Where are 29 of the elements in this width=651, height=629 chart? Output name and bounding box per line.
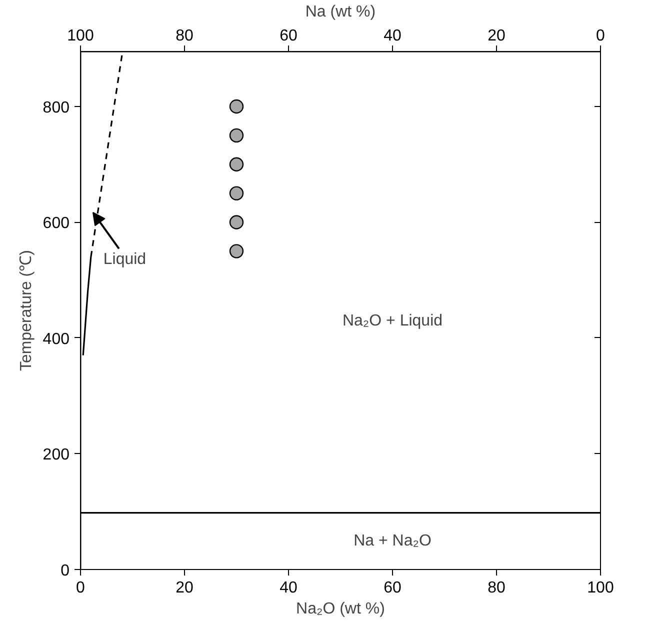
x2-tick-label: 40 bbox=[384, 28, 402, 44]
x-tick-label: 40 bbox=[280, 580, 298, 596]
y-tick-label: 0 bbox=[60, 562, 70, 580]
y-tick-label: 800 bbox=[42, 99, 70, 116]
annotation: Liquid bbox=[103, 251, 146, 268]
y-tick-label: 600 bbox=[42, 215, 70, 232]
y-tick-label: 400 bbox=[42, 330, 70, 348]
annotation: Na₂O + Liquid bbox=[342, 312, 443, 330]
point bbox=[229, 157, 244, 172]
point bbox=[229, 99, 244, 114]
point bbox=[229, 215, 244, 230]
x-tick-label: 20 bbox=[176, 580, 194, 596]
x-tick-label: 0 bbox=[76, 580, 86, 596]
x2-axis-title: Na (wt %) bbox=[305, 4, 376, 20]
y-tick-label: 200 bbox=[42, 446, 70, 464]
x2-tick-label: 0 bbox=[596, 28, 606, 44]
x-axis-title: Na₂O (wt %) bbox=[296, 600, 385, 618]
x-tick-label: 100 bbox=[587, 580, 614, 596]
x2-tick-label: 100 bbox=[67, 28, 94, 44]
annotation: Na + Na₂O bbox=[354, 532, 432, 550]
point bbox=[229, 244, 244, 258]
y-axis-title: Temperature (℃) bbox=[18, 250, 35, 371]
x2-tick-label: 60 bbox=[280, 28, 298, 44]
x-tick-label: 80 bbox=[488, 580, 506, 596]
point bbox=[229, 186, 244, 200]
x2-tick-label: 80 bbox=[176, 28, 194, 44]
x2-tick-label: 20 bbox=[488, 28, 506, 44]
x-tick-label: 60 bbox=[384, 580, 402, 596]
point bbox=[229, 128, 244, 143]
